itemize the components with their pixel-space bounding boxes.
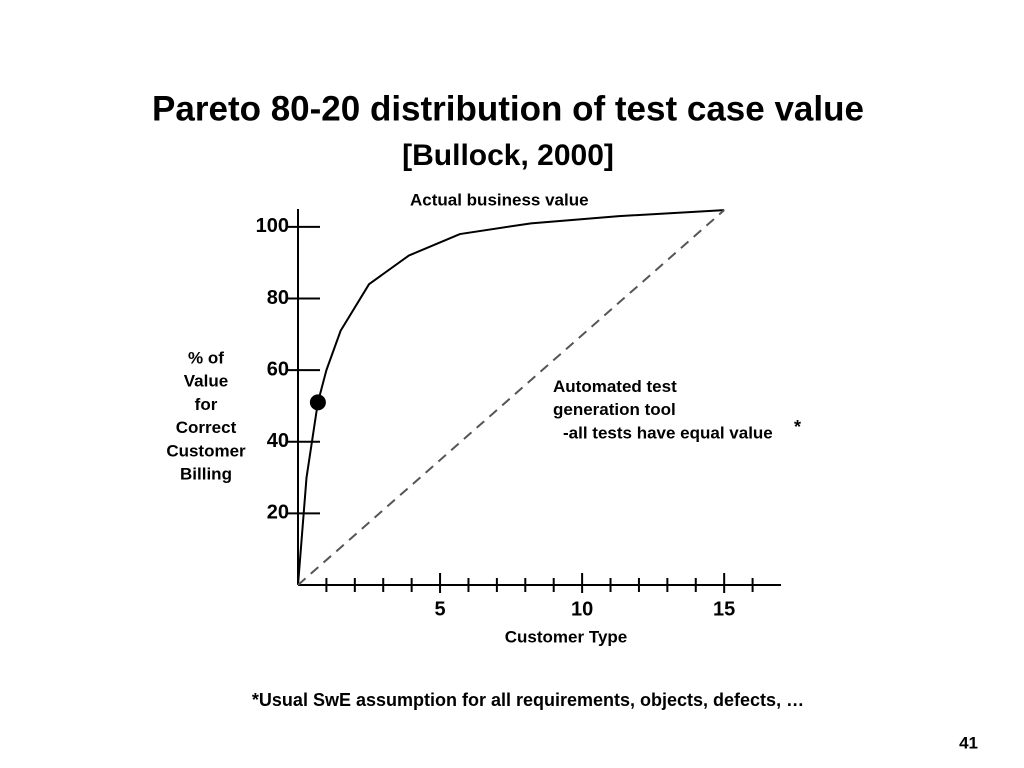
x-tick-label: 15 bbox=[713, 598, 735, 620]
annotation: -all tests have equal value bbox=[563, 423, 773, 442]
y-axis-label: Correct bbox=[176, 418, 237, 437]
y-axis-label: for bbox=[195, 395, 218, 414]
chart-subtitle: [Bullock, 2000] bbox=[402, 139, 614, 172]
chart-title: Pareto 80-20 distribution of test case v… bbox=[152, 89, 864, 128]
highlight-point bbox=[309, 394, 326, 411]
y-tick-label: 80 bbox=[267, 287, 289, 309]
y-axis-label: Customer bbox=[166, 441, 246, 460]
y-axis-label: % of bbox=[188, 348, 224, 367]
x-tick-label: 5 bbox=[434, 598, 445, 620]
y-axis-label: Billing bbox=[180, 464, 232, 483]
x-tick-label: 10 bbox=[571, 598, 593, 620]
y-tick-label: 100 bbox=[256, 215, 289, 237]
series-label: Automated test generation tool bbox=[553, 377, 677, 419]
y-tick-label: 20 bbox=[267, 502, 289, 524]
series-line bbox=[297, 209, 725, 586]
series-line bbox=[297, 209, 725, 586]
y-axis-label: Value bbox=[184, 372, 228, 391]
y-tick-label: 40 bbox=[267, 430, 289, 452]
annotation-mark: * bbox=[794, 417, 801, 437]
y-tick-label: 60 bbox=[267, 358, 289, 380]
series-label: Actual business value bbox=[410, 190, 589, 209]
x-axis-label: Customer Type bbox=[505, 627, 628, 646]
footnote: *Usual SwE assumption for all requiremen… bbox=[252, 690, 804, 710]
page-number: 41 bbox=[959, 733, 978, 752]
